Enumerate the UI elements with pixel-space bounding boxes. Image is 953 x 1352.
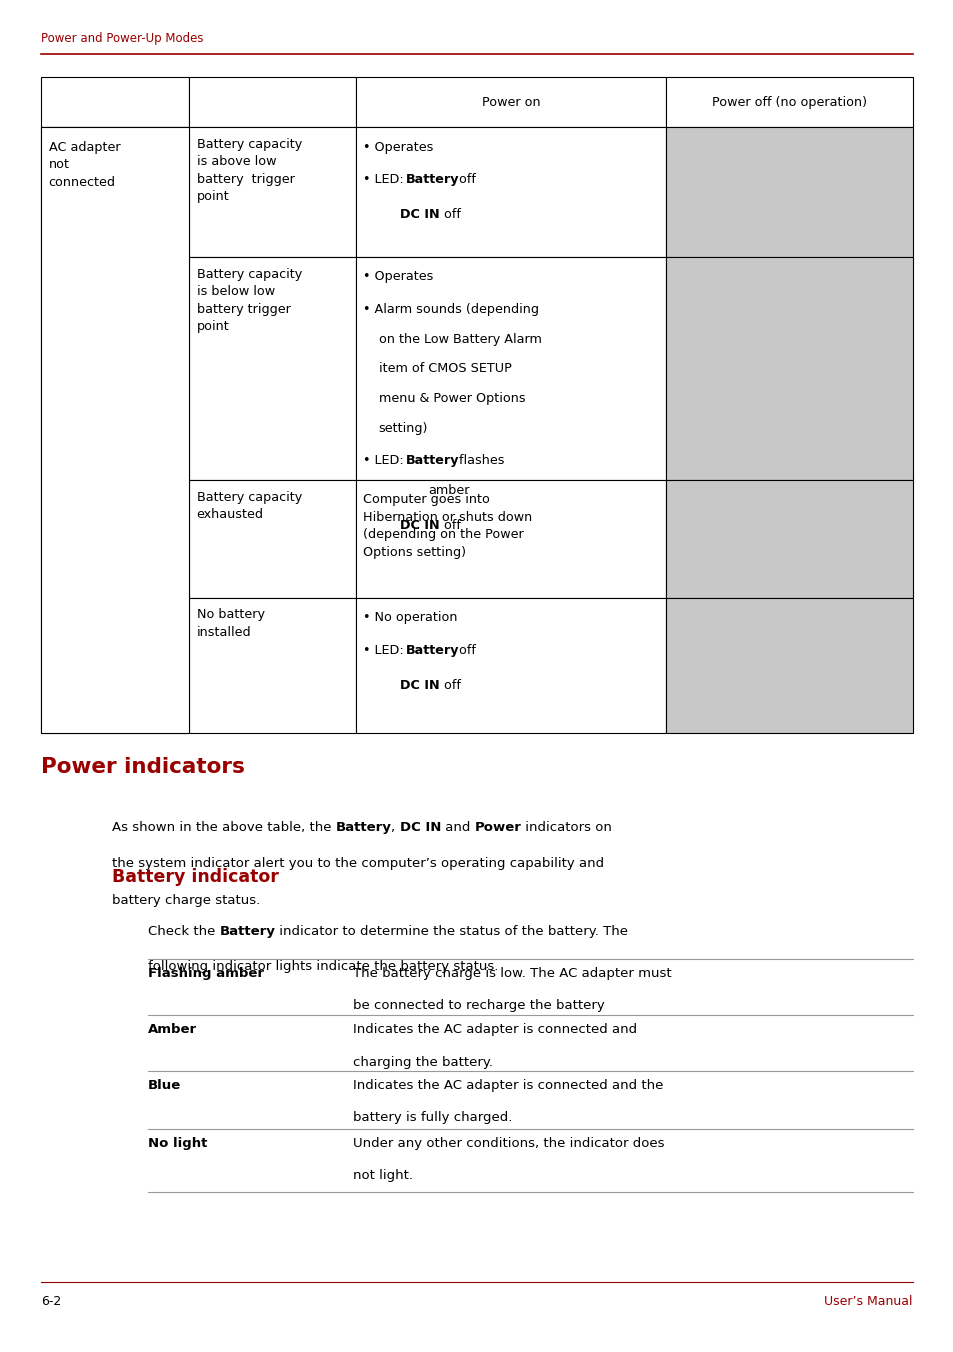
Bar bbox=[189, 127, 355, 257]
Text: Battery: Battery bbox=[335, 821, 391, 834]
Bar bbox=[41, 127, 189, 733]
Text: off: off bbox=[439, 519, 460, 533]
Text: Amber: Amber bbox=[148, 1023, 196, 1037]
Text: off: off bbox=[439, 208, 460, 222]
Text: Battery capacity
is below low
battery trigger
point: Battery capacity is below low battery tr… bbox=[196, 268, 301, 333]
Text: Battery: Battery bbox=[405, 454, 458, 468]
Bar bbox=[41, 257, 189, 480]
Text: on the Low Battery Alarm: on the Low Battery Alarm bbox=[378, 333, 541, 346]
Text: be connected to recharge the battery: be connected to recharge the battery bbox=[353, 999, 604, 1013]
Text: indicator to determine the status of the battery. The: indicator to determine the status of the… bbox=[275, 925, 628, 938]
Text: • Operates: • Operates bbox=[363, 270, 434, 284]
Bar bbox=[355, 127, 665, 257]
Text: • LED:: • LED: bbox=[363, 173, 408, 187]
Text: and: and bbox=[440, 821, 475, 834]
Bar bbox=[41, 127, 189, 257]
Bar bbox=[355, 257, 665, 480]
Text: the system indicator alert you to the computer’s operating capability and: the system indicator alert you to the co… bbox=[112, 857, 603, 871]
Bar bbox=[355, 480, 665, 598]
Text: DC IN: DC IN bbox=[399, 679, 439, 692]
Text: Under any other conditions, the indicator does: Under any other conditions, the indicato… bbox=[353, 1137, 664, 1151]
Text: Power and Power-Up Modes: Power and Power-Up Modes bbox=[41, 31, 203, 45]
Bar bbox=[665, 127, 912, 257]
Bar bbox=[41, 598, 189, 733]
Text: not light.: not light. bbox=[353, 1169, 413, 1183]
Text: Indicates the AC adapter is connected and the: Indicates the AC adapter is connected an… bbox=[353, 1079, 662, 1092]
Bar bbox=[189, 77, 355, 127]
Text: charging the battery.: charging the battery. bbox=[353, 1056, 493, 1069]
Text: Battery: Battery bbox=[219, 925, 275, 938]
Text: Computer goes into
Hibernation or shuts down
(depending on the Power
Options set: Computer goes into Hibernation or shuts … bbox=[363, 493, 532, 558]
Text: setting): setting) bbox=[378, 422, 428, 435]
Text: off: off bbox=[455, 173, 476, 187]
Bar bbox=[665, 257, 912, 480]
Text: DC IN: DC IN bbox=[399, 821, 440, 834]
Bar bbox=[355, 77, 665, 127]
Text: Power: Power bbox=[475, 821, 521, 834]
Bar bbox=[665, 480, 912, 598]
Text: DC IN: DC IN bbox=[399, 208, 439, 222]
Text: • Alarm sounds (depending: • Alarm sounds (depending bbox=[363, 303, 538, 316]
Text: Battery: Battery bbox=[405, 644, 458, 657]
Bar bbox=[41, 480, 189, 598]
Text: Check the: Check the bbox=[148, 925, 219, 938]
Text: battery charge status.: battery charge status. bbox=[112, 894, 259, 907]
Text: • Operates: • Operates bbox=[363, 141, 434, 154]
Bar bbox=[189, 598, 355, 733]
Text: indicators on: indicators on bbox=[521, 821, 612, 834]
Text: Power on: Power on bbox=[481, 96, 539, 108]
Text: Battery: Battery bbox=[405, 173, 458, 187]
Text: No battery
installed: No battery installed bbox=[196, 608, 264, 639]
Text: Flashing amber: Flashing amber bbox=[148, 967, 264, 980]
Text: DC IN: DC IN bbox=[399, 519, 439, 533]
Bar bbox=[189, 257, 355, 480]
Text: AC adapter
not
connected: AC adapter not connected bbox=[49, 141, 120, 189]
Bar bbox=[189, 480, 355, 598]
Text: • LED:: • LED: bbox=[363, 454, 408, 468]
Text: off: off bbox=[439, 679, 460, 692]
Text: following indicator lights indicate the battery status.: following indicator lights indicate the … bbox=[148, 960, 497, 973]
Text: Power off (no operation): Power off (no operation) bbox=[711, 96, 866, 108]
Text: amber: amber bbox=[428, 484, 470, 498]
Text: battery is fully charged.: battery is fully charged. bbox=[353, 1111, 512, 1125]
Text: off: off bbox=[455, 644, 476, 657]
Bar bbox=[41, 77, 189, 127]
Text: flashes: flashes bbox=[455, 454, 504, 468]
Text: • No operation: • No operation bbox=[363, 611, 457, 625]
Text: The battery charge is low. The AC adapter must: The battery charge is low. The AC adapte… bbox=[353, 967, 671, 980]
Text: Indicates the AC adapter is connected and: Indicates the AC adapter is connected an… bbox=[353, 1023, 637, 1037]
Bar bbox=[665, 77, 912, 127]
Bar bbox=[355, 598, 665, 733]
Text: Battery capacity
exhausted: Battery capacity exhausted bbox=[196, 491, 301, 522]
Text: Battery capacity
is above low
battery  trigger
point: Battery capacity is above low battery tr… bbox=[196, 138, 301, 203]
Text: 6-2: 6-2 bbox=[41, 1295, 61, 1309]
Text: menu & Power Options: menu & Power Options bbox=[378, 392, 525, 406]
Text: Blue: Blue bbox=[148, 1079, 181, 1092]
Text: Power indicators: Power indicators bbox=[41, 757, 245, 777]
Text: Battery indicator: Battery indicator bbox=[112, 868, 278, 886]
Text: No light: No light bbox=[148, 1137, 207, 1151]
Text: item of CMOS SETUP: item of CMOS SETUP bbox=[378, 362, 511, 376]
Text: As shown in the above table, the: As shown in the above table, the bbox=[112, 821, 335, 834]
Text: • LED:: • LED: bbox=[363, 644, 408, 657]
Text: User’s Manual: User’s Manual bbox=[823, 1295, 912, 1309]
Text: ,: , bbox=[391, 821, 399, 834]
Bar bbox=[665, 598, 912, 733]
